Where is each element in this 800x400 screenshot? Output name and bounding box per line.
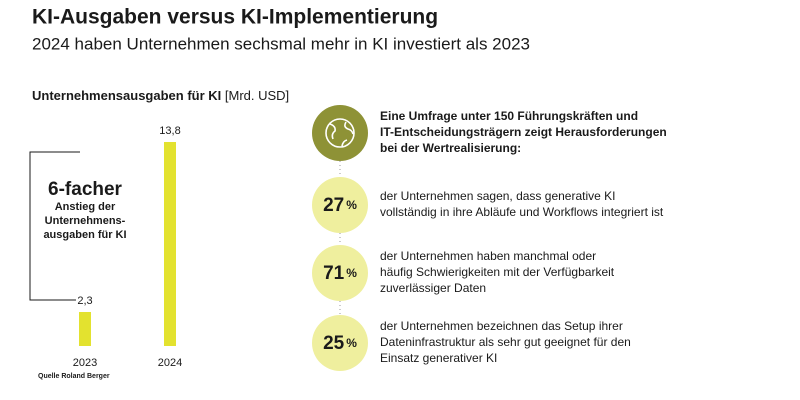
- annotation-line: Anstieg der: [55, 201, 116, 213]
- stat-text: Einsatz generativer KI: [380, 351, 497, 365]
- x-tick-label: 2024: [158, 357, 182, 369]
- bar: [164, 142, 176, 346]
- value-label: 2,3: [77, 295, 92, 307]
- source: Quelle Roland Berger: [38, 373, 110, 380]
- stat-circle: [312, 245, 368, 301]
- stat-text: der Unternehmen bezeichnen das Setup ihr…: [380, 319, 623, 333]
- annotation-headline: 6-facher: [48, 179, 123, 200]
- survey-intro: bei der Wertrealisierung:: [380, 141, 521, 155]
- value-label: 13,8: [159, 125, 180, 137]
- survey-intro: Eine Umfrage unter 150 Führungskräften u…: [380, 109, 638, 123]
- stat-value: 71%: [323, 263, 357, 284]
- survey-intro: IT-Entscheidungsträgern zeigt Herausford…: [380, 125, 667, 139]
- stat-unit: %: [346, 266, 357, 280]
- globe-icon: [325, 118, 355, 148]
- stat-text: häufig Schwierigkeiten mit der Verfügbar…: [380, 265, 615, 279]
- bar: [79, 312, 91, 346]
- stat-text: Dateninfrastruktur als sehr gut geeignet…: [380, 335, 631, 349]
- x-tick-label: 2023: [73, 357, 97, 369]
- page-title: KI-Ausgaben versus KI-Implementierung: [32, 6, 438, 29]
- chart-heading: Unternehmensausgaben für KI [Mrd. USD]: [32, 88, 289, 103]
- stat-text: zuverlässiger Daten: [380, 281, 486, 295]
- stat-unit: %: [346, 198, 357, 212]
- stat-text: vollständig in ihre Abläufe und Workflow…: [380, 205, 664, 219]
- annotation-line: Unternehmens-: [45, 215, 126, 227]
- stat-circle: [312, 177, 368, 233]
- globe-circle: [312, 105, 368, 161]
- chart-title: Unternehmensausgaben für KI: [32, 88, 221, 103]
- chart-unit: [Mrd. USD]: [225, 88, 289, 103]
- stat-circle: [312, 315, 368, 371]
- stat-value: 27%: [323, 195, 357, 216]
- stat-text: der Unternehmen sagen, dass generative K…: [380, 189, 615, 203]
- stat-value: 25%: [323, 333, 357, 354]
- stat-number: 71: [323, 263, 345, 284]
- stat-number: 27: [323, 195, 344, 216]
- stat-text: der Unternehmen haben manchmal oder: [380, 249, 596, 263]
- stat-number: 25: [323, 333, 345, 354]
- bracket: [29, 151, 80, 301]
- annotation-line: ausgaben für KI: [43, 229, 126, 241]
- page-subtitle: 2024 haben Unternehmen sechsmal mehr in …: [32, 34, 530, 53]
- stat-unit: %: [346, 336, 357, 350]
